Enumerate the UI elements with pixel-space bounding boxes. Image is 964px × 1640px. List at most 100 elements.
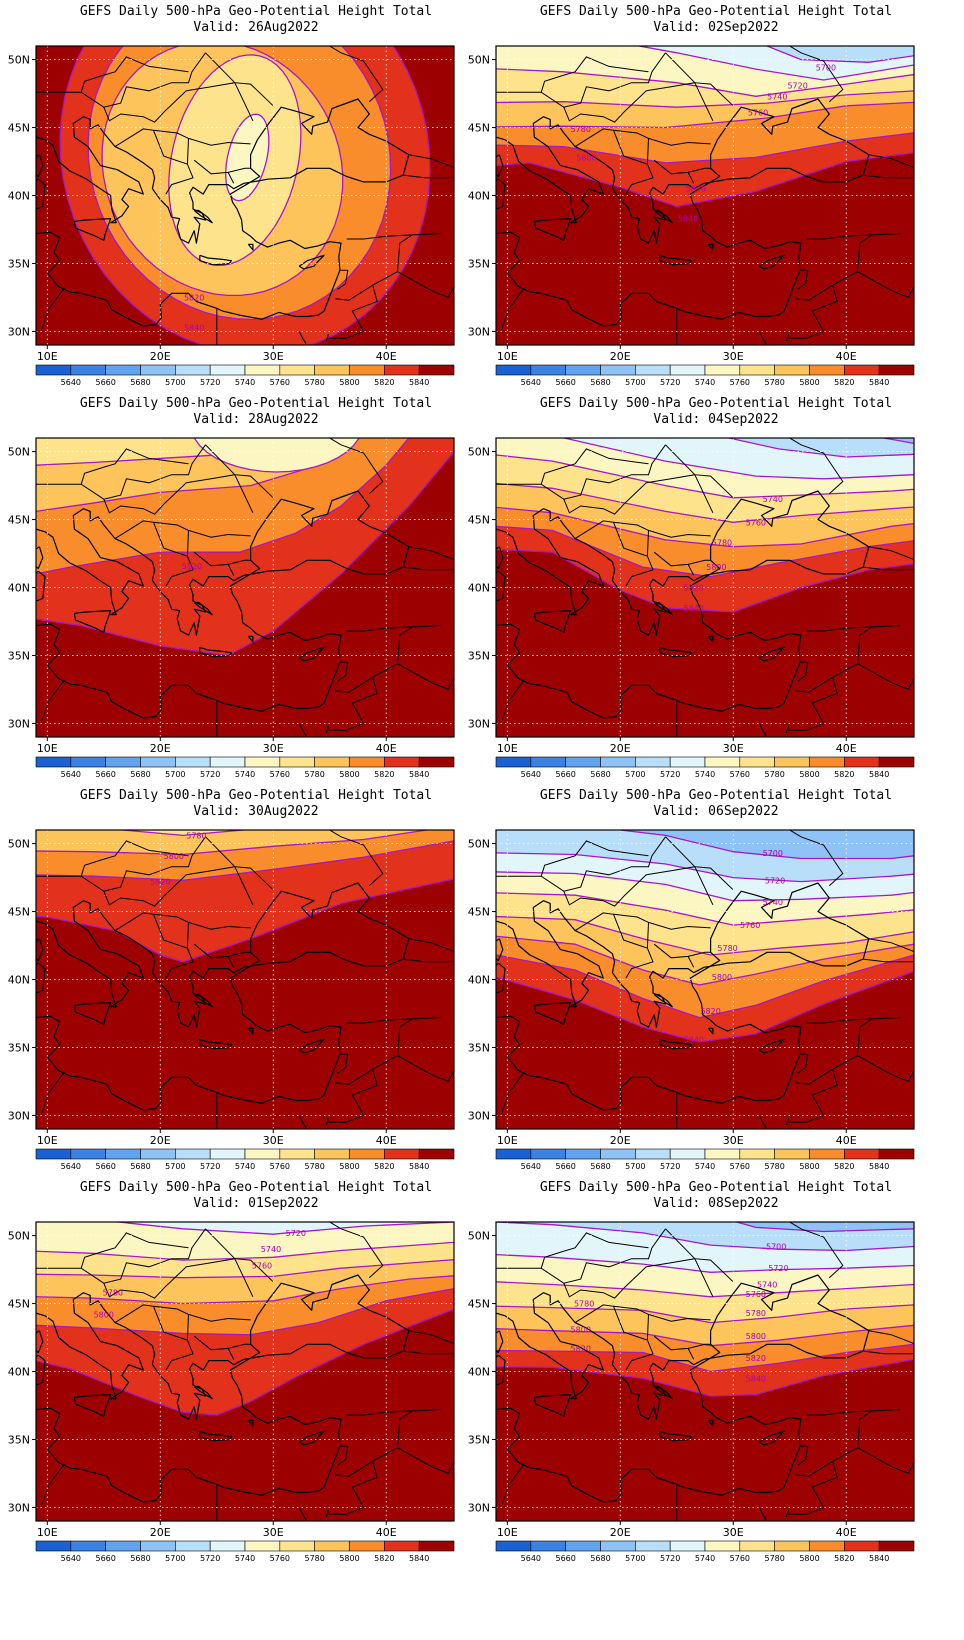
height-contour-line [87,46,392,321]
lon-tick-label: 20E [150,1526,171,1539]
country-border [788,285,838,339]
colorbar-label: 5660 [555,1554,575,1563]
country-border [613,521,711,538]
colorbar-swatch [600,364,636,376]
colorbar-label: 5780 [764,770,784,779]
map-panel: GEFS Daily 500-hPa Geo-Potential Height … [460,392,942,802]
coastline [73,1394,112,1417]
country-border [863,1350,914,1355]
colorbar-label: 5740 [235,1554,255,1563]
height-contour-band [225,114,269,201]
contour-label: 5720 [787,81,807,90]
contour-label: 5800 [571,1325,591,1334]
colorbar-label: 5820 [374,770,394,779]
country-border [687,564,695,576]
country-border [153,913,251,930]
lon-tick-label: 40E [376,742,397,755]
height-contour-line [36,1241,454,1261]
coastline [36,882,410,1100]
colorbar-swatch [140,1148,176,1160]
country-border [540,840,649,877]
colorbar-label: 5660 [95,770,115,779]
colorbar-label: 5740 [235,770,255,779]
colorbar-label: 5800 [799,1554,819,1563]
height-contour-line [496,482,914,523]
contour-label: 5820 [184,293,204,302]
lat-tick-label: 45N [468,1298,490,1311]
country-border [186,922,189,949]
country-border [687,172,695,184]
colorbar-swatch [809,1540,845,1552]
lat-tick-label: 40N [468,582,490,595]
colorbar-swatch [314,1148,350,1160]
lon-tick-label: 10E [37,1134,58,1147]
lat-tick-label: 30N [468,325,490,338]
colorbar-swatch [35,756,72,768]
colorbar-label: 5800 [799,1162,819,1171]
colorbar-swatch [314,364,350,376]
colorbar-swatch [669,756,706,768]
lon-tick-label: 10E [37,350,58,363]
country-border [80,448,189,485]
country-border [328,438,384,495]
lon-tick-label: 10E [497,1134,518,1147]
lon-tick-label: 20E [610,742,631,755]
height-contour-line [496,525,914,578]
contour-label: 5780 [186,831,206,840]
lon-tick-label: 10E [497,350,518,363]
country-border [788,46,844,103]
country-border [335,1410,413,1477]
coastline [36,1407,319,1503]
colorbar-swatch [878,756,915,768]
colorbar-swatch [635,1148,671,1160]
colorbar-label: 5800 [339,378,359,387]
country-border [36,1228,206,1284]
contour-label: 5820 [150,878,170,887]
lat-tick-label: 45N [468,514,490,527]
coastline [913,168,914,170]
country-border [863,174,914,179]
coastline [36,1330,44,1354]
coastline [36,1015,319,1111]
country-border [613,913,711,930]
coastline [199,1038,232,1050]
lat-tick-label: 35N [468,257,490,270]
lat-tick-label: 40N [468,974,490,987]
height-contour-line [168,54,302,267]
lat-tick-label: 35N [468,1041,490,1054]
colorbar-label: 5760 [270,378,290,387]
contour-label: 5840 [746,1374,766,1383]
country-border [501,1463,525,1507]
colorbar-swatch [844,1540,880,1552]
colorbar-label: 5840 [409,1162,429,1171]
colorbar-label: 5840 [869,1162,889,1171]
colorbar-swatch [739,756,775,768]
coastline [496,1274,870,1492]
country-border [788,438,844,495]
lat-tick-label: 45N [8,514,30,527]
colorbar-label: 5700 [165,770,185,779]
country-border [540,1232,649,1269]
panel-title: GEFS Daily 500-hPa Geo-Potential Height … [539,1180,893,1195]
coastline [36,570,46,602]
colorbar-swatch [209,1540,246,1552]
height-contour-band [118,1222,454,1235]
coastline [298,646,325,662]
map-panel: GEFS Daily 500-hPa Geo-Potential Height … [460,1176,942,1586]
coastline [785,333,790,342]
country-border [665,444,734,499]
lon-tick-label: 20E [150,1134,171,1147]
contour-label: 5820 [686,185,706,194]
coastline [199,1430,232,1442]
contour-label: 5800 [576,153,596,162]
lat-tick-label: 30N [468,1501,490,1514]
colorbar-swatch [70,1148,106,1160]
contour-label: 5840 [684,604,704,613]
colorbar-label: 5760 [730,770,750,779]
colorbar-label: 5740 [695,1162,715,1171]
colorbar-swatch [739,1540,775,1552]
colorbar-label: 5720 [200,378,220,387]
colorbar-label: 5640 [521,1554,541,1563]
colorbar-swatch [140,1540,176,1552]
